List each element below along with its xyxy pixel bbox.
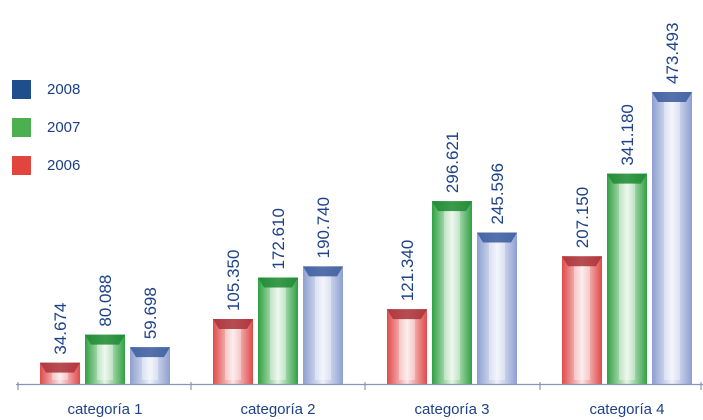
value-label-2007-cat4: 341.180 — [618, 104, 637, 165]
bar-2007-cat3 — [432, 201, 472, 384]
value-label-2007-cat2: 172.610 — [269, 208, 288, 269]
legend-swatch-2006 — [12, 156, 31, 175]
value-label-2006-cat3: 121.340 — [398, 240, 417, 301]
legend-item-2006: 2006 — [12, 156, 80, 175]
value-label-2007-cat1: 80.088 — [96, 275, 115, 327]
bar-2008-cat2 — [303, 266, 343, 384]
bar-2008-cat4 — [652, 92, 692, 384]
legend-swatch-2008 — [12, 80, 31, 99]
legend-item-2008: 2008 — [12, 80, 80, 99]
value-label-2006-cat2: 105.350 — [224, 250, 243, 311]
bar-2006-cat4 — [562, 256, 602, 384]
bar-2008-cat3 — [477, 232, 517, 384]
category-label-3: categoría 3 — [414, 401, 489, 418]
legend-label-2008: 2008 — [47, 81, 81, 98]
category-label-1: categoría 1 — [67, 401, 142, 418]
legend-label-2006: 2006 — [47, 157, 81, 174]
bar-2006-cat2 — [213, 319, 253, 384]
value-label-2006-cat1: 34.674 — [51, 303, 70, 355]
legend-label-2007: 2007 — [47, 119, 81, 136]
value-label-2008-cat4: 473.493 — [663, 23, 682, 84]
bar-2007-cat2 — [258, 277, 298, 384]
value-label-2008-cat3: 245.596 — [488, 163, 507, 224]
value-label-2008-cat2: 190.740 — [314, 197, 333, 258]
legend: 2008 2007 2006 — [12, 80, 80, 194]
bar-2006-cat1 — [40, 362, 80, 384]
value-label-2006-cat4: 207.150 — [573, 187, 592, 248]
legend-swatch-2007 — [12, 118, 31, 137]
bar-2007-cat4 — [607, 173, 647, 384]
legend-item-2007: 2007 — [12, 118, 80, 137]
category-label-4: categoría 4 — [589, 401, 664, 418]
bar-2007-cat1 — [85, 334, 125, 384]
bar-2008-cat1 — [130, 347, 170, 384]
bar-2006-cat3 — [387, 309, 427, 384]
value-label-2008-cat1: 59.698 — [141, 287, 160, 339]
value-label-2007-cat3: 296.621 — [443, 132, 462, 193]
category-label-2: categoría 2 — [240, 401, 315, 418]
